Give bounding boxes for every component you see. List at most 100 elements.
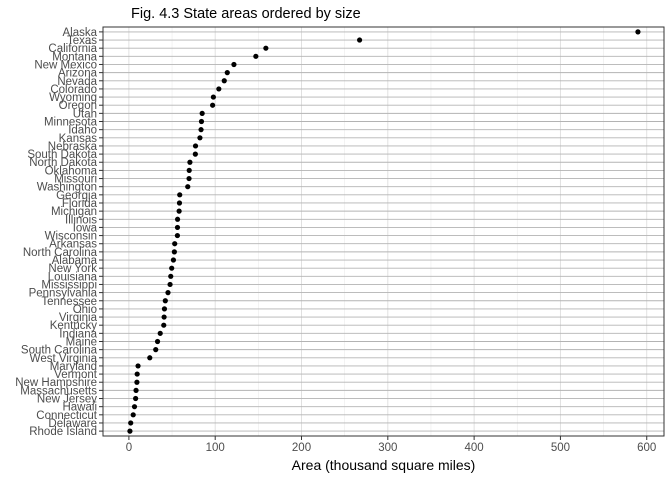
y-category-label: Rhode Island: [29, 426, 97, 438]
data-point: [177, 192, 183, 198]
y-category-label: Kansas: [59, 133, 98, 145]
y-category-label: Louisiana: [48, 271, 98, 283]
data-point: [263, 45, 269, 51]
y-category-label: South Carolina: [21, 345, 98, 357]
y-category-label: New York: [48, 263, 97, 275]
data-point: [356, 37, 363, 43]
y-category-label: West Virginia: [30, 353, 98, 365]
y-category-label: South Dakota: [27, 149, 97, 161]
y-category-label: Arkansas: [49, 239, 97, 251]
data-point: [153, 347, 159, 353]
x-tick-label: 200: [292, 442, 311, 454]
y-category-label: Texas: [67, 35, 97, 47]
data-point: [221, 78, 227, 84]
y-category-label: Idaho: [68, 125, 97, 137]
y-category-label: North Carolina: [23, 247, 98, 259]
y-category-label: Wyoming: [49, 92, 97, 104]
y-category-label: New Jersey: [37, 394, 97, 406]
data-point: [253, 53, 259, 59]
data-point: [169, 265, 175, 271]
data-point: [161, 314, 167, 320]
data-point: [224, 70, 230, 76]
x-tick-label: 300: [378, 442, 397, 454]
y-category-label: Arizona: [58, 68, 98, 80]
y-category-label: Vermont: [54, 369, 98, 381]
y-category-label: Mississippi: [41, 279, 97, 291]
y-category-label: Illinois: [65, 214, 97, 226]
y-category-label: Indiana: [59, 328, 97, 340]
y-category-label: Pennsylvania: [29, 288, 98, 300]
x-axis-title: Area (thousand square miles): [292, 457, 476, 473]
data-point: [185, 184, 191, 190]
x-axis-tick-labels: 0 100 200 300 400 500 600: [126, 442, 657, 454]
data-points: [127, 29, 641, 434]
data-point: [210, 102, 216, 108]
y-category-label: Nevada: [57, 76, 97, 88]
data-point: [186, 167, 192, 173]
y-category-label: Hawaii: [62, 402, 97, 414]
data-point: [165, 290, 171, 296]
data-point: [154, 338, 161, 345]
x-tick-label: 400: [465, 442, 484, 454]
y-category-label: Massachusetts: [20, 385, 97, 397]
data-point: [216, 86, 222, 92]
data-point: [231, 61, 237, 68]
data-point: [635, 29, 641, 35]
y-category-label: Utah: [73, 108, 97, 120]
data-point: [130, 412, 136, 418]
y-category-label: Nebraska: [48, 141, 98, 153]
data-point: [187, 159, 193, 165]
y-category-label: North Dakota: [29, 157, 97, 169]
y-category-label: Wisconsin: [45, 231, 97, 243]
data-point: [133, 395, 139, 402]
x-tick-label: 0: [126, 442, 132, 454]
data-point: [157, 330, 163, 336]
data-point: [133, 387, 139, 393]
y-category-label: New Hampshire: [15, 377, 97, 389]
y-category-label: Virginia: [59, 312, 98, 324]
plot-panel: [102, 26, 665, 437]
data-point: [172, 241, 178, 247]
data-point: [176, 200, 183, 206]
y-axis-ticks: [99, 31, 103, 432]
data-point: [174, 216, 181, 222]
y-category-label: Montana: [52, 51, 97, 63]
data-point: [134, 379, 140, 385]
plot-panel-border: [102, 26, 665, 437]
y-category-label: Delaware: [48, 418, 97, 430]
data-point: [192, 143, 199, 149]
y-category-label: Maine: [66, 336, 97, 348]
chart-title: Fig. 4.3 State areas ordered by size: [131, 6, 361, 22]
y-category-label: Minnesota: [44, 117, 98, 129]
y-category-label: California: [48, 43, 97, 55]
data-point: [186, 175, 192, 182]
y-major-gridlines: [103, 31, 664, 432]
data-point: [176, 208, 182, 214]
y-category-label: Georgia: [56, 190, 98, 202]
y-category-label: Missouri: [54, 174, 97, 186]
y-category-label: Michigan: [51, 206, 97, 218]
data-point: [127, 428, 133, 434]
data-point: [134, 371, 140, 377]
data-point: [199, 110, 205, 116]
data-point: [161, 306, 168, 312]
x-tick-label: 100: [206, 442, 225, 454]
data-point: [198, 118, 205, 125]
data-point: [210, 94, 216, 100]
data-point: [197, 135, 203, 141]
y-category-label: Maryland: [50, 361, 97, 373]
data-point: [167, 281, 173, 288]
y-category-label: Iowa: [73, 222, 98, 234]
data-point: [170, 257, 177, 263]
y-category-label: Ohio: [73, 304, 97, 316]
data-point: [135, 363, 141, 369]
data-point: [162, 298, 168, 304]
x-tick-label: 500: [551, 442, 570, 454]
y-category-label: New Mexico: [34, 59, 97, 71]
data-point: [128, 420, 134, 426]
x-major-gridlines: [128, 27, 648, 436]
data-point: [131, 404, 138, 410]
x-minor-gridlines: [171, 27, 604, 436]
